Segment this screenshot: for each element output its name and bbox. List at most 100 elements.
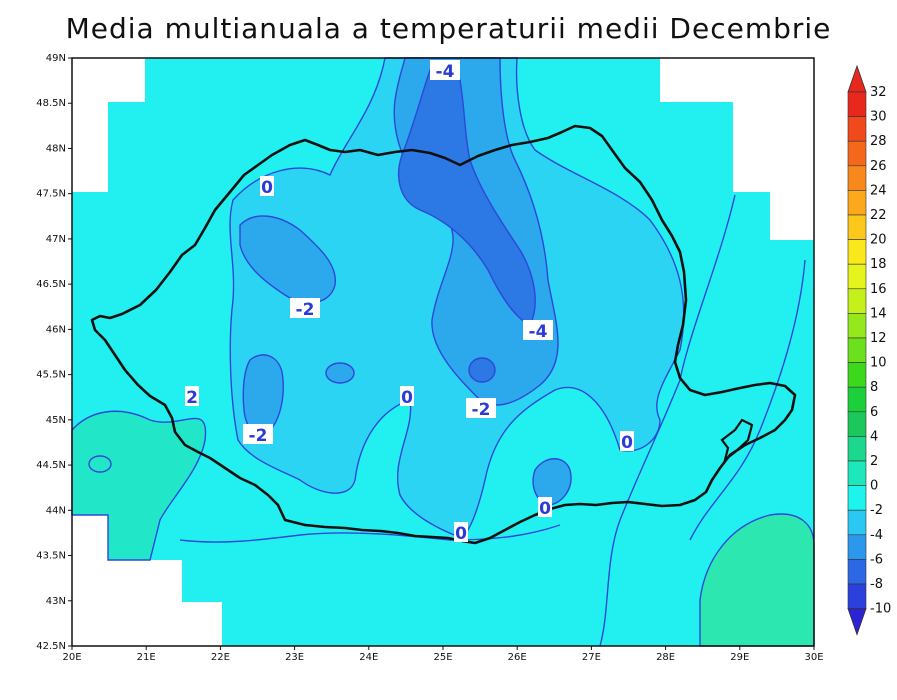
romania-border [90, 124, 797, 545]
lat-tick-label: 46N [46, 324, 66, 335]
danube-delta-outline [720, 418, 754, 463]
contour-label-h: 2 [185, 386, 199, 408]
lat-tick-label: 48.5N [36, 98, 66, 109]
svg-text:0: 0 [539, 499, 551, 519]
svg-text:0: 0 [455, 524, 467, 544]
colorbar-label: 10 [870, 356, 887, 371]
colorbar-arrow-bottom [847, 608, 867, 636]
contour-label-c: -2 [290, 298, 320, 320]
svg-text:0: 0 [621, 433, 633, 453]
colorbar-label: 14 [870, 306, 887, 321]
colorbar-label: 20 [870, 233, 887, 248]
colorbar-label: 22 [870, 208, 887, 223]
longitude-axis: 20E 21E 22E 23E 24E 25E 26E 27E 28E 29E 30E [62, 646, 824, 663]
svg-text:0: 0 [401, 388, 413, 408]
field-deepblue-spot [468, 357, 496, 383]
lon-tick-label: 28E [656, 652, 675, 663]
lon-tick-label: 29E [730, 652, 749, 663]
lat-tick-label: 46.5N [36, 279, 66, 290]
contour-line-far-east [689, 259, 806, 541]
contour-label-f: 0 [400, 386, 414, 408]
latitude-axis: 49N 48.5N 48N 47.5N 47N 46.5N 46N 45.5N 45N 44.5N… [36, 53, 72, 652]
lat-tick-label: 43.5N [36, 551, 66, 562]
field-teal-west [71, 410, 207, 561]
colorbar-label: 18 [870, 257, 887, 272]
map-title: Media multianuala a temperaturii medii D… [65, 12, 832, 45]
lat-tick-label: 48N [46, 143, 66, 154]
colorbar-label: 6 [870, 405, 878, 420]
lat-tick-label: 47N [46, 234, 66, 245]
lon-tick-label: 25E [433, 652, 452, 663]
lon-tick-label: 21E [137, 652, 156, 663]
lat-tick-label: 49N [46, 53, 66, 64]
lon-tick-label: 20E [62, 652, 81, 663]
colorbar-swatch [847, 288, 867, 314]
lon-tick-label: 22E [211, 652, 230, 663]
colorbar-swatch [847, 313, 867, 339]
colorbar-swatch [847, 239, 867, 265]
svg-text:0: 0 [261, 178, 273, 198]
field-blue-west [239, 215, 336, 304]
lon-tick-label: 27E [582, 652, 601, 663]
svg-text:-4: -4 [529, 322, 548, 342]
contour-line-south [179, 524, 561, 543]
colorbar-arrow-top [847, 64, 867, 93]
colorbar-swatch [847, 460, 867, 486]
colorbar-label: -10 [870, 602, 891, 617]
colorbar-swatch [847, 583, 867, 609]
svg-text:-4: -4 [436, 62, 455, 82]
contour-label-e: -2 [466, 398, 496, 420]
colorbar-swatch [847, 140, 867, 167]
contour-label-g: -2 [243, 424, 273, 446]
lon-tick-label: 26E [508, 652, 527, 663]
colorbar-label: 26 [870, 159, 887, 174]
contour-line-east [599, 194, 736, 647]
lat-tick-label: 47.5N [36, 189, 66, 200]
colorbar-swatch [847, 165, 867, 191]
colorbar-swatch [847, 91, 867, 117]
colorbar-swatch [847, 116, 867, 142]
colorbar-label: 28 [870, 134, 887, 149]
contour-label-d: -4 [523, 320, 553, 342]
colorbar-label: 16 [870, 282, 887, 297]
colorbar-swatch [847, 411, 867, 437]
colorbar-label: 12 [870, 331, 887, 346]
lon-tick-label: 24E [359, 652, 378, 663]
colorbar-label: 24 [870, 183, 887, 198]
colorbar-label: 8 [870, 380, 878, 395]
colorbar-swatch [847, 559, 867, 585]
colorbar-label: 0 [870, 479, 878, 494]
colorbar-swatch [847, 509, 867, 536]
colorbar-label: 2 [870, 454, 878, 469]
contour-label-i: 0 [620, 431, 634, 453]
colorbar-swatch [847, 362, 867, 388]
colorbar-label: 4 [870, 429, 878, 444]
lat-tick-label: 45.5N [36, 370, 66, 381]
colorbar-swatch [847, 214, 867, 240]
colorbar-label: -6 [870, 552, 883, 567]
lat-tick-label: 42.5N [36, 641, 66, 652]
colorbar-swatch [847, 534, 867, 560]
colorbar-swatch [847, 436, 867, 462]
field-teal-spot [88, 455, 112, 473]
field-blue-spot-a [325, 362, 355, 384]
colorbar-swatch [847, 485, 867, 511]
lat-tick-label: 43N [46, 596, 66, 607]
svg-text:-2: -2 [296, 300, 315, 320]
colorbar-swatch [847, 190, 867, 216]
svg-text:-2: -2 [472, 400, 491, 420]
lat-tick-label: 45N [46, 415, 66, 426]
colorbar-label: -8 [870, 577, 883, 592]
colorbar-label: -2 [870, 503, 883, 518]
colorbar-label: -4 [870, 528, 883, 543]
svg-text:2: 2 [186, 388, 198, 408]
lat-tick-label: 44.5N [36, 460, 66, 471]
colorbar-swatch [847, 386, 867, 413]
contour-label-k: 0 [454, 522, 468, 544]
colorbar-label: 32 [870, 85, 887, 100]
contour-label-a: -4 [430, 60, 460, 82]
contour-label-b: 0 [260, 176, 274, 198]
lon-tick-label: 23E [285, 652, 304, 663]
